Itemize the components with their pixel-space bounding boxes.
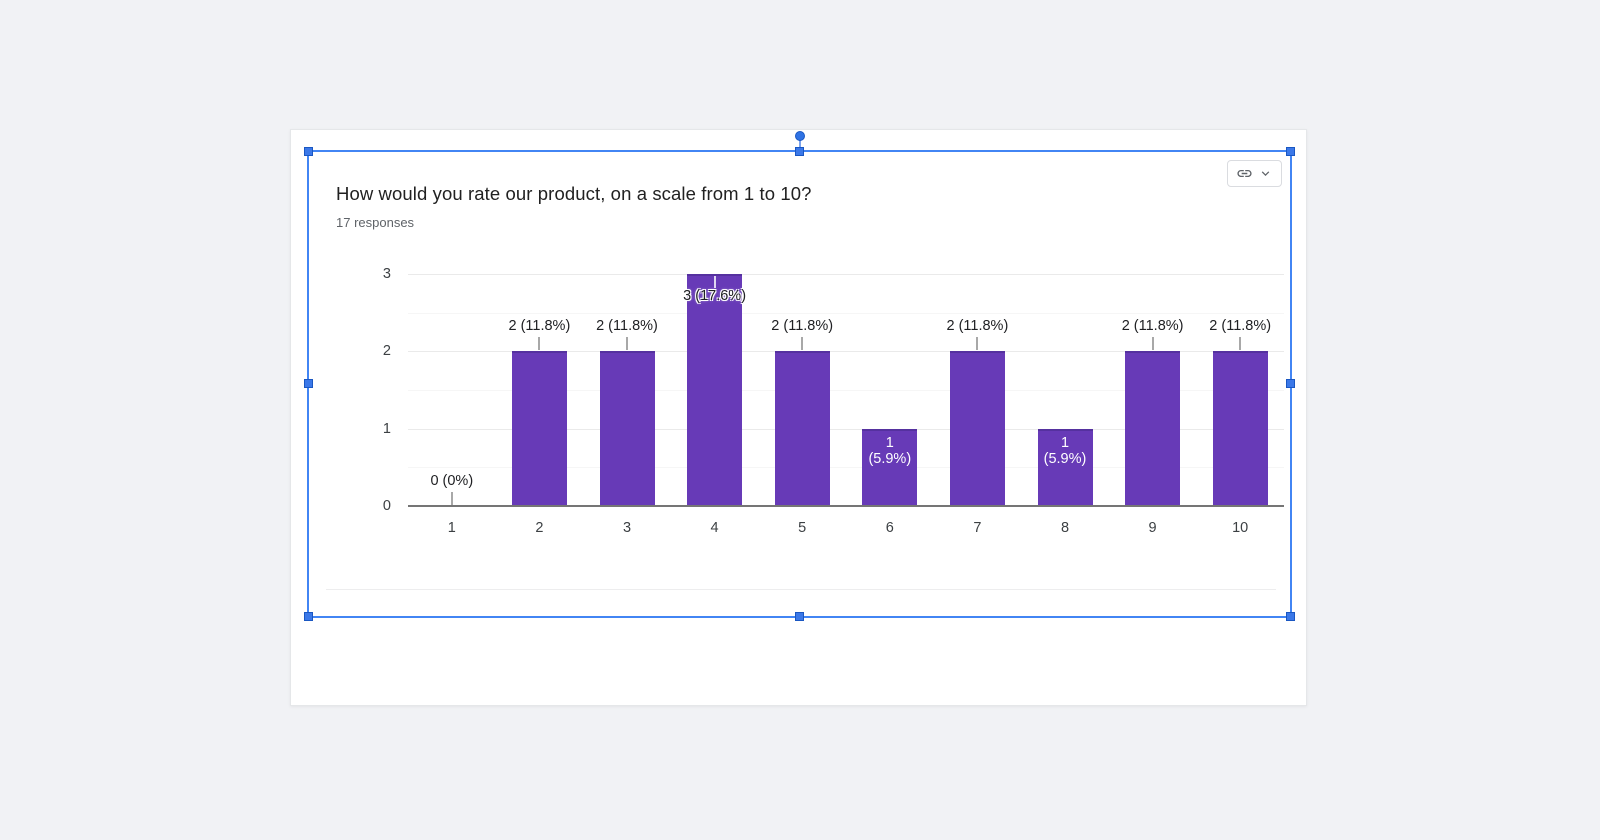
embedded-chart[interactable]: How would you rate our product, on a sca…	[291, 130, 1306, 705]
bar	[1125, 351, 1181, 505]
bar-value-label: 2 (11.8%)	[946, 318, 1009, 335]
selection-handle-bottom-center[interactable]	[794, 612, 804, 621]
document-page: How would you rate our product, on a sca…	[290, 129, 1307, 706]
x-axis-tick-label: 5	[798, 520, 807, 536]
y-axis-tick-label: 3	[382, 266, 391, 282]
gridline-major	[408, 351, 1284, 353]
rotate-handle[interactable]	[794, 131, 805, 141]
y-axis-tick-label: 0	[382, 498, 391, 514]
x-axis-line	[408, 505, 1284, 507]
bar-value-label: 0 (0%)	[430, 473, 474, 489]
gridline-major	[408, 274, 1284, 275]
selection-handle-bottom-left[interactable]	[304, 612, 313, 621]
selection-handle-middle-right[interactable]	[1286, 379, 1295, 388]
chart-title: How would you rate our product, on a sca…	[336, 183, 812, 204]
bar-value-label: 2 (11.8%)	[1209, 318, 1272, 335]
bar	[1037, 428, 1093, 505]
label-leader-line	[976, 337, 979, 351]
bar-value-label: 3 (17.6%)	[683, 288, 747, 304]
x-axis-tick-label: 4	[710, 520, 719, 536]
bar	[511, 351, 567, 505]
selection-handle-top-center[interactable]	[794, 147, 804, 156]
bar	[1212, 351, 1268, 505]
selection-handle-middle-left[interactable]	[304, 379, 313, 388]
gridline-major	[408, 428, 1284, 430]
chart-responses-count: 17 responses	[336, 215, 415, 230]
label-leader-line	[713, 276, 716, 288]
selection-handle-top-right[interactable]	[1286, 147, 1295, 156]
gridline-minor	[408, 467, 1284, 469]
label-leader-line	[1151, 337, 1154, 351]
link-icon	[1236, 165, 1253, 182]
label-leader-line	[538, 337, 541, 351]
selection-handle-bottom-right[interactable]	[1286, 612, 1295, 621]
gridline-minor	[408, 390, 1284, 391]
bar	[949, 351, 1005, 505]
y-axis-tick-label: 1	[382, 420, 391, 437]
bar-value-label: 2 (11.8%)	[771, 318, 834, 335]
label-leader-line	[450, 492, 453, 505]
x-axis-tick-label: 10	[1232, 520, 1249, 536]
linked-chart-options-button[interactable]	[1227, 160, 1282, 187]
x-axis-tick-label: 8	[1060, 520, 1070, 536]
card-bottom-border	[326, 589, 1276, 590]
x-axis-tick-label: 3	[622, 520, 632, 536]
bar-value-label: 1 (5.9%)	[1043, 434, 1087, 468]
bar-value-label: 2 (11.8%)	[596, 318, 658, 335]
y-axis-tick-label: 2	[382, 343, 391, 360]
bar-value-label: 2 (11.8%)	[508, 318, 571, 335]
x-axis-tick-label: 1	[447, 520, 456, 536]
label-leader-line	[626, 337, 628, 351]
bar-value-label: 1 (5.9%)	[868, 434, 912, 468]
bar	[862, 428, 918, 505]
label-leader-line	[1239, 337, 1242, 351]
bar-chart-plot: 0 1 2 3 1 0 (0%) 2 2 (11.8%) 3 2 (11.8%) 4 3 (17.6%…	[291, 130, 1306, 705]
label-leader-line	[801, 337, 804, 351]
x-axis-tick-label: 9	[1148, 520, 1157, 536]
x-axis-tick-label: 2	[535, 520, 544, 536]
bar	[599, 351, 655, 505]
x-axis-tick-label: 7	[973, 520, 982, 536]
bar-value-label: 2 (11.8%)	[1121, 318, 1184, 335]
selection-handle-top-left[interactable]	[304, 147, 313, 156]
chevron-down-icon	[1258, 166, 1273, 181]
gridline-minor	[408, 312, 1284, 314]
x-axis-tick-label: 6	[885, 520, 894, 536]
bar	[687, 274, 743, 505]
bar	[774, 351, 830, 505]
